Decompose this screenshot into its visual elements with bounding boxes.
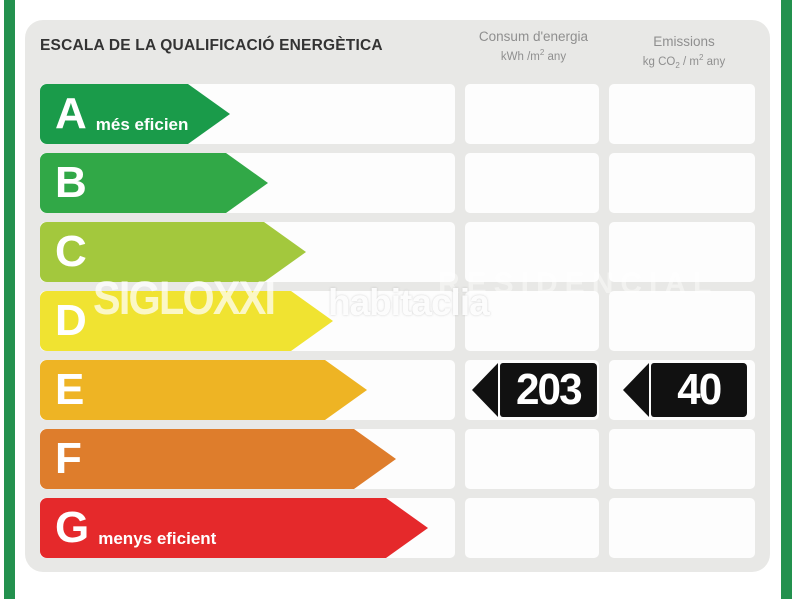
rating-arrow-tip xyxy=(226,153,268,213)
consum-value-cell xyxy=(464,429,600,489)
scale-title: ESCALA DE LA QUALIFICACIÓ ENERGÈTICA xyxy=(40,37,383,54)
consum-value-cell xyxy=(464,84,600,144)
consum-value-cell: 203 xyxy=(464,360,600,420)
rating-arrow-tip xyxy=(264,222,306,282)
consum-value-cell xyxy=(464,153,600,213)
consum-title: Consum d'energia xyxy=(478,29,589,44)
rating-arrow-tip xyxy=(354,429,396,489)
rating-bar-cell: D xyxy=(40,291,455,351)
rating-letter: F xyxy=(55,434,82,483)
rating-arrow-tip xyxy=(386,498,428,558)
rating-row: B xyxy=(40,153,755,213)
emissions-unit: kg CO2 / m2 any xyxy=(642,53,726,71)
consum-value-cell xyxy=(464,498,600,558)
rating-letter: C xyxy=(55,227,87,276)
rating-letter: B xyxy=(55,158,87,207)
rating-arrow-tip xyxy=(325,360,367,420)
rating-rows: A més eficient B C xyxy=(40,84,755,558)
rating-arrow-tip xyxy=(188,84,230,144)
column-header-emissions: Emissions kg CO2 / m2 any xyxy=(611,34,757,70)
rating-letter: D xyxy=(55,296,87,345)
rating-arrow: D xyxy=(40,291,333,351)
left-border-stripe xyxy=(4,0,15,599)
emissions-result-badge-value: 40 xyxy=(651,363,748,417)
consum-result-badge-tip xyxy=(471,363,498,417)
consum-value-cell xyxy=(464,291,600,351)
rating-row: E 203 40 xyxy=(40,360,755,420)
rating-letter: A xyxy=(55,89,87,138)
emissions-value-cell xyxy=(609,291,755,351)
emissions-value-cell xyxy=(609,498,755,558)
column-header-consum: Consum d'energia kWh /m2 any xyxy=(466,29,601,63)
consum-unit: kWh /m2 any xyxy=(500,48,567,63)
rating-label: més eficient xyxy=(95,115,195,134)
rating-bar-cell: C xyxy=(40,222,455,282)
emissions-result-badge: 40 xyxy=(623,363,749,417)
rating-bar-cell: E xyxy=(40,360,455,420)
emissions-value-cell xyxy=(609,429,755,489)
emissions-result-badge-tip xyxy=(623,363,650,417)
rating-arrow: F xyxy=(40,429,396,489)
rating-row: A més eficient xyxy=(40,84,755,144)
emissions-value-cell xyxy=(609,84,755,144)
emissions-value-cell: 40 xyxy=(609,360,755,420)
rating-letter: G xyxy=(55,503,90,552)
rating-arrow-tip xyxy=(291,291,333,351)
rating-row: G menys eficient xyxy=(40,498,755,558)
rating-arrow: E xyxy=(40,360,367,420)
rating-letter: E xyxy=(55,365,85,414)
rating-arrow: C xyxy=(40,222,306,282)
rating-arrow: B xyxy=(40,153,268,213)
consum-value-cell xyxy=(464,222,600,282)
rating-label: menys eficient xyxy=(98,529,217,548)
consum-result-badge: 203 xyxy=(471,363,599,417)
emissions-value-cell xyxy=(609,153,755,213)
rating-row: C xyxy=(40,222,755,282)
certificate-panel: ESCALA DE LA QUALIFICACIÓ ENERGÈTICA Con… xyxy=(25,20,770,572)
rating-bar-cell: A més eficient xyxy=(40,84,455,144)
rating-row: D xyxy=(40,291,755,351)
rating-arrow: A més eficient xyxy=(40,84,230,144)
consum-result-badge-value: 203 xyxy=(499,363,597,417)
rating-arrow: G menys eficient xyxy=(40,498,428,558)
rating-row: F xyxy=(40,429,755,489)
emissions-value-cell xyxy=(609,222,755,282)
emissions-title: Emissions xyxy=(653,34,715,49)
rating-bar-cell: F xyxy=(40,429,455,489)
rating-bar-cell: G menys eficient xyxy=(40,498,455,558)
right-border-stripe xyxy=(781,0,792,599)
rating-bar-cell: B xyxy=(40,153,455,213)
